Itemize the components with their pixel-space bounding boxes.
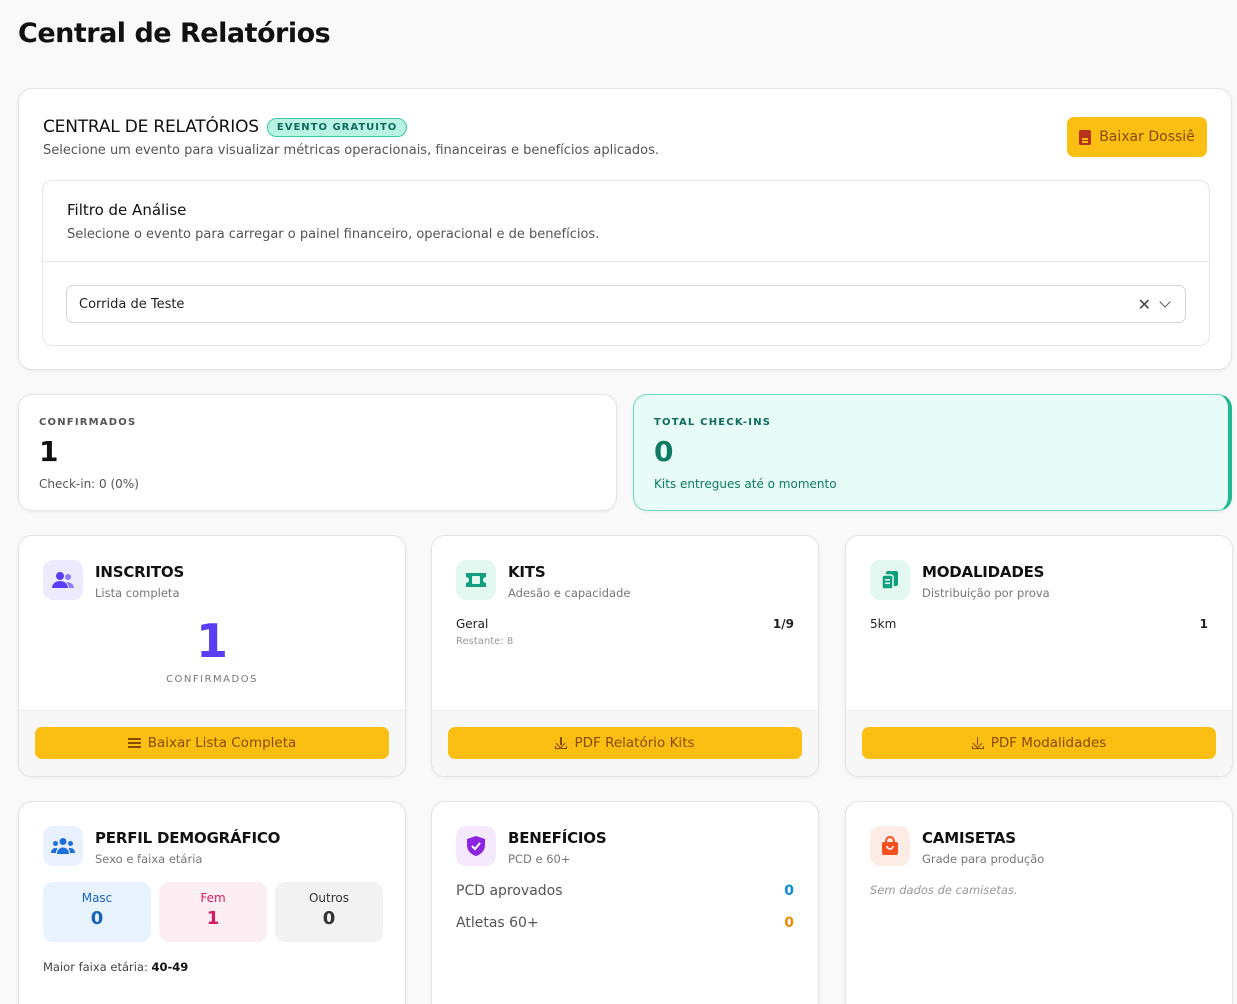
- divider: [43, 261, 1209, 262]
- download-icon: [555, 737, 568, 749]
- filter-title: Filtro de Análise: [67, 201, 187, 219]
- people-group-icon: [43, 826, 83, 866]
- download-dossie-button[interactable]: Baixar Dossiê: [1067, 117, 1207, 157]
- tshirts-empty-message: Sem dados de camisetas.: [870, 883, 1018, 897]
- pdf-modalidades-button[interactable]: PDF Modalidades: [862, 727, 1216, 759]
- confirmed-checkin-info: Check-in: 0 (0%): [39, 477, 139, 491]
- confirmed-value: 1: [39, 435, 59, 468]
- benefits-subtitle: PCD e 60+: [508, 852, 571, 866]
- athletes-60-label: Atletas 60+: [456, 915, 539, 931]
- demographic-title: PERFIL DEMOGRÁFICO: [95, 829, 281, 847]
- page-title: Central de Relatórios: [18, 18, 331, 49]
- confirmed-stat-card: CONFIRMADOS 1 Check-in: 0 (0%): [18, 394, 617, 511]
- pdf-modalidades-label: PDF Modalidades: [990, 735, 1107, 751]
- modalidades-card: MODALIDADES Distribuição por prova 5km 1…: [845, 535, 1233, 777]
- shield-check-icon: [456, 826, 496, 866]
- chevron-down-icon[interactable]: [1159, 296, 1171, 308]
- shopping-bag-icon: [870, 826, 910, 866]
- inscritos-count: 1: [195, 614, 228, 668]
- free-event-badge: EVENTO GRATUITO: [266, 117, 408, 137]
- pdf-kits-report-label: PDF Relatório Kits: [574, 735, 695, 751]
- report-center-card: CENTRAL DE RELATÓRIOS EVENTO GRATUITO Se…: [18, 88, 1232, 370]
- athletes-60-row: Atletas 60+ 0: [456, 915, 794, 931]
- checkins-value: 0: [654, 435, 674, 468]
- checkins-stat-card: TOTAL CHECK-INS 0 Kits entregues até o m…: [633, 394, 1232, 511]
- clear-icon[interactable]: ✕: [1137, 294, 1151, 314]
- kit-row-name: Geral: [456, 617, 489, 631]
- download-icon: [971, 737, 984, 749]
- female-count-box: Fem 1: [159, 882, 267, 942]
- kit-row-remaining: Restante: 8: [456, 636, 514, 647]
- inscritos-subtitle: Lista completa: [95, 586, 180, 600]
- report-subtitle: Selecione um evento para visualizar métr…: [43, 143, 660, 158]
- modalidade-row-name: 5km: [870, 617, 897, 631]
- benefits-card: BENEFÍCIOS PCD e 60+ PCD aprovados 0 Atl…: [431, 801, 819, 1004]
- kit-row-value: 1/9: [772, 617, 794, 631]
- event-select-value: Corrida de Teste: [79, 296, 185, 312]
- kits-title: KITS: [508, 563, 546, 581]
- inscritos-card: INSCRITOS Lista completa 1 CONFIRMADOS B…: [18, 535, 406, 777]
- male-value: 0: [90, 908, 104, 929]
- top-age-range: Maior faixa etária: 40-49: [43, 960, 188, 974]
- pcd-approved-label: PCD aprovados: [456, 883, 563, 899]
- benefits-title: BENEFÍCIOS: [508, 829, 607, 847]
- tshirts-card: CAMISETAS Grade para produção Sem dados …: [845, 801, 1233, 1004]
- download-full-list-label: Baixar Lista Completa: [147, 735, 297, 751]
- modalidade-row-value: 1: [1199, 617, 1208, 631]
- checkins-label: TOTAL CHECK-INS: [654, 417, 772, 428]
- ticket-icon: [456, 560, 496, 600]
- athletes-60-value: 0: [784, 915, 794, 931]
- kit-row: Geral 1/9: [456, 617, 794, 631]
- card-footer: PDF Relatório Kits: [432, 710, 818, 776]
- list-icon: [127, 738, 141, 748]
- other-value: 0: [322, 908, 336, 929]
- inscritos-count-label: CONFIRMADOS: [166, 674, 258, 685]
- document-icon: [1079, 129, 1092, 145]
- analysis-filter-panel: Filtro de Análise Selecione o evento par…: [42, 180, 1210, 346]
- other-count-box: Outros 0: [275, 882, 383, 942]
- male-count-box: Masc 0: [43, 882, 151, 942]
- tshirts-title: CAMISETAS: [922, 829, 1016, 847]
- female-label: Fem: [200, 891, 226, 905]
- top-age-value: 40-49: [151, 960, 189, 974]
- clipboard-icon: [870, 560, 910, 600]
- pcd-approved-value: 0: [784, 883, 794, 899]
- modalidades-title: MODALIDADES: [922, 563, 1045, 581]
- pdf-kits-report-button[interactable]: PDF Relatório Kits: [448, 727, 802, 759]
- kits-subtitle: Adesão e capacidade: [508, 586, 631, 600]
- report-title: CENTRAL DE RELATÓRIOS: [43, 117, 259, 137]
- filter-subtitle: Selecione o evento para carregar o paine…: [67, 227, 600, 242]
- checkins-sub: Kits entregues até o momento: [654, 477, 837, 491]
- download-full-list-button[interactable]: Baixar Lista Completa: [35, 727, 389, 759]
- other-label: Outros: [308, 891, 350, 905]
- confirmed-label: CONFIRMADOS: [39, 417, 137, 428]
- modalidades-subtitle: Distribuição por prova: [922, 586, 1050, 600]
- demographic-subtitle: Sexo e faixa etária: [95, 852, 203, 866]
- demographic-profile-card: PERFIL DEMOGRÁFICO Sexo e faixa etária M…: [18, 801, 406, 1004]
- pcd-approved-row: PCD aprovados 0: [456, 883, 794, 899]
- card-footer: Baixar Lista Completa: [19, 710, 405, 776]
- event-select[interactable]: Corrida de Teste ✕: [66, 285, 1186, 323]
- female-value: 1: [206, 908, 220, 929]
- download-dossie-label: Baixar Dossiê: [1099, 129, 1195, 145]
- report-header: CENTRAL DE RELATÓRIOS EVENTO GRATUITO: [43, 117, 408, 137]
- tshirts-subtitle: Grade para produção: [922, 852, 1045, 866]
- inscritos-title: INSCRITOS: [95, 563, 185, 581]
- modalidade-row: 5km 1: [870, 617, 1208, 631]
- top-age-label: Maior faixa etária:: [43, 960, 148, 974]
- users-icon: [43, 560, 83, 600]
- kits-card: KITS Adesão e capacidade Geral 1/9 Resta…: [431, 535, 819, 777]
- card-footer: PDF Modalidades: [846, 710, 1232, 776]
- male-label: Masc: [81, 891, 113, 905]
